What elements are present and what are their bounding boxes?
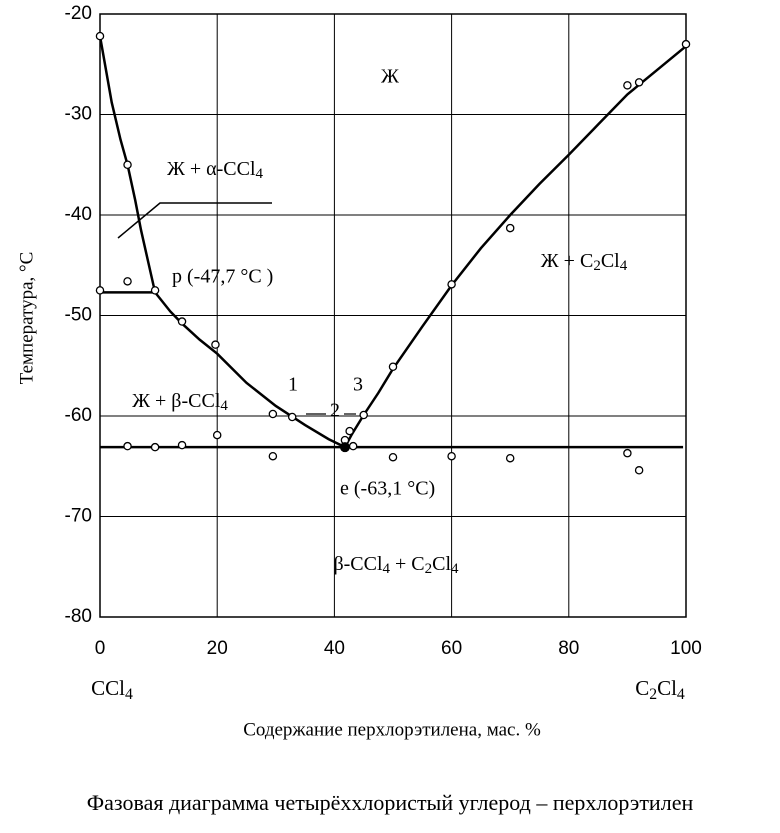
y-tick-label: -60 xyxy=(65,405,92,426)
data-point xyxy=(634,466,644,475)
phase-curve xyxy=(154,291,346,449)
data-point xyxy=(623,81,632,90)
y-tick-label: -70 xyxy=(65,506,92,527)
data-point xyxy=(505,453,515,463)
x-axis-label: Содержание перхлорэтилена, мас. % xyxy=(243,719,541,740)
data-point xyxy=(681,39,691,49)
data-point xyxy=(212,430,222,440)
data-point xyxy=(359,410,368,420)
y-tick-label: -30 xyxy=(65,104,92,125)
x-tick-label: 20 xyxy=(207,638,228,659)
annotation: Ж + C2Cl4 xyxy=(541,250,628,275)
data-point xyxy=(150,442,160,452)
data-point xyxy=(388,362,398,372)
y-axis-label: Температура, °C xyxy=(16,252,37,385)
x-end-label: C2Cl4 xyxy=(635,676,685,703)
leader-line xyxy=(117,202,272,239)
data-point xyxy=(150,286,160,295)
annotation: β-CCl4 + C2Cl4 xyxy=(333,553,459,578)
annotation: Ж xyxy=(381,66,399,88)
annotation: e (-63,1 °C) xyxy=(340,478,435,500)
data-point xyxy=(447,280,456,289)
data-point xyxy=(623,448,632,458)
data-point xyxy=(447,451,456,461)
y-tick-label: -20 xyxy=(65,3,92,24)
data-point xyxy=(211,340,220,349)
phase-curve xyxy=(343,45,687,448)
data-point xyxy=(287,412,297,422)
y-tick-label: -40 xyxy=(65,204,92,225)
annotation: p (-47,7 °C ) xyxy=(172,266,273,288)
y-tick-label: -50 xyxy=(65,305,92,326)
y-tick-label: -80 xyxy=(65,606,92,627)
data-point xyxy=(505,223,515,233)
caption: Фазовая диаграмма четырёххлористый углер… xyxy=(87,790,694,815)
data-point xyxy=(388,452,398,462)
data-point xyxy=(123,277,132,286)
annotation: Ж + α-CCl4 xyxy=(167,158,264,183)
data-point xyxy=(634,78,644,87)
annotation: Ж + β-CCl4 xyxy=(132,390,228,415)
data-point xyxy=(123,160,132,169)
annotation: 2 xyxy=(330,400,340,422)
eutectic-point xyxy=(339,442,350,453)
data-point xyxy=(95,31,105,41)
x-tick-label: 80 xyxy=(558,638,579,659)
x-end-label: CCl4 xyxy=(91,676,133,703)
data-point xyxy=(123,441,132,451)
x-tick-label: 100 xyxy=(670,638,702,659)
x-tick-label: 40 xyxy=(324,638,345,659)
x-tick-label: 60 xyxy=(441,638,462,659)
data-point xyxy=(268,409,278,419)
data-point xyxy=(95,286,105,295)
x-tick-label: 0 xyxy=(95,638,106,659)
data-point xyxy=(268,451,278,461)
plot-frame xyxy=(99,13,687,618)
annotation: 1 xyxy=(288,374,298,396)
annotation: 3 xyxy=(353,374,363,396)
data-point xyxy=(345,426,354,436)
data-point xyxy=(348,441,358,451)
data-point xyxy=(177,317,187,326)
data-point xyxy=(177,440,187,450)
